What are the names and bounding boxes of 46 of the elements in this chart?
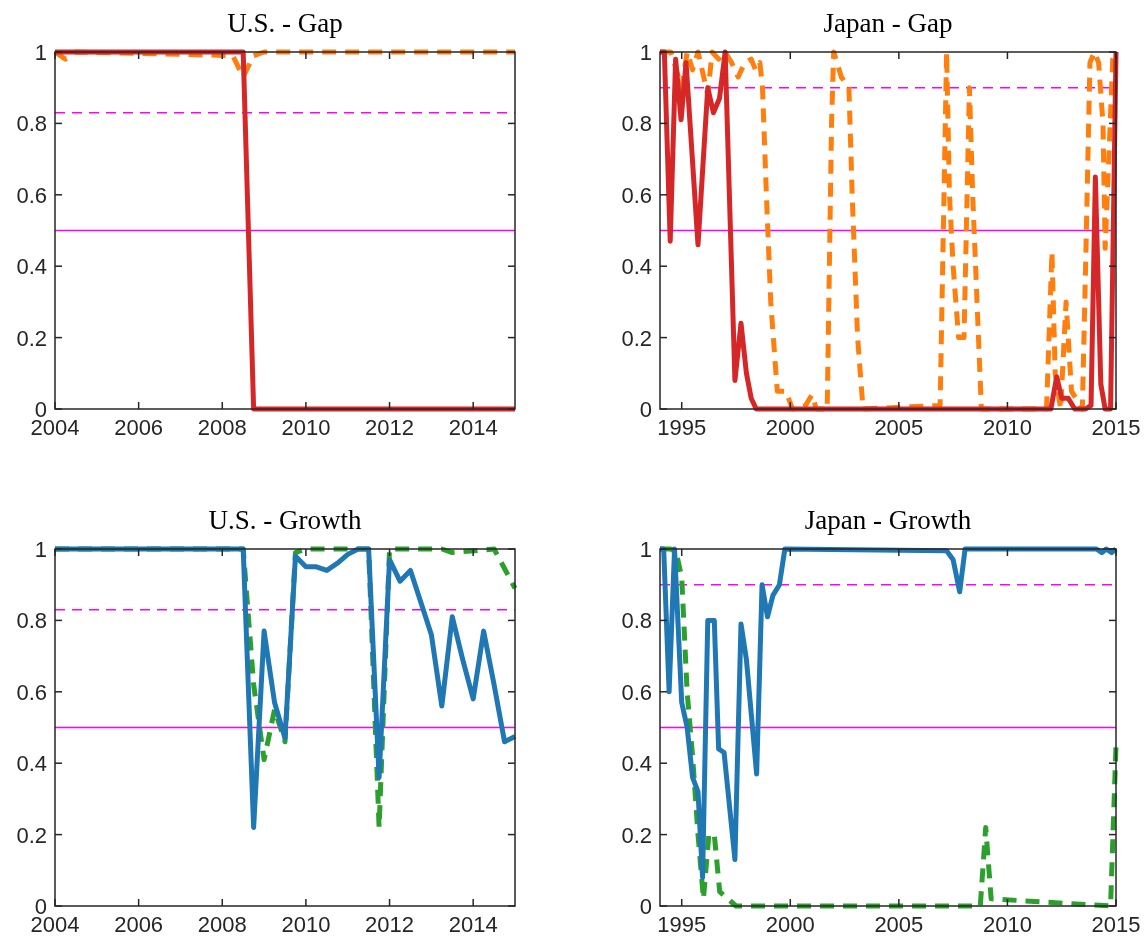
y-tick-label: 1 [34, 537, 47, 562]
x-tick-label: 2015 [1091, 415, 1141, 440]
y-tick-label: 0 [639, 894, 652, 919]
y-tick-label: 0.4 [16, 254, 47, 280]
x-tick-label: 2014 [448, 912, 498, 937]
y-tick-label: 0.4 [16, 751, 47, 777]
y-tick-label: 0.2 [16, 325, 47, 351]
x-tick-label: 1995 [657, 912, 707, 937]
y-tick-label: 0.8 [16, 608, 47, 634]
y-tick-label: 0.6 [16, 182, 47, 208]
chart-title: U.S. - Gap [227, 8, 343, 38]
x-tick-label: 2000 [765, 912, 815, 937]
y-tick-label: 0.8 [621, 111, 652, 137]
y-tick-label: 0 [639, 397, 652, 422]
x-tick-label: 2010 [281, 415, 331, 440]
y-tick-label: 1 [639, 537, 652, 562]
x-tick-label: 2008 [197, 415, 247, 440]
y-tick-label: 1 [639, 40, 652, 65]
chart-title: U.S. - Growth [208, 505, 362, 535]
x-tick-label: 2000 [765, 415, 815, 440]
x-tick-label: 2006 [114, 415, 164, 440]
x-tick-label: 2014 [448, 415, 498, 440]
y-tick-label: 1 [34, 40, 47, 65]
x-tick-label: 2010 [281, 912, 331, 937]
x-tick-label: 2008 [197, 912, 247, 937]
x-tick-label: 2012 [365, 912, 415, 937]
x-tick-label: 1995 [657, 415, 707, 440]
x-tick-label: 2006 [114, 912, 164, 937]
y-tick-label: 0.8 [16, 111, 47, 137]
y-tick-label: 0.6 [16, 679, 47, 705]
y-tick-label: 0.4 [621, 254, 652, 280]
y-tick-label: 0.2 [621, 822, 652, 848]
y-tick-label: 0.2 [16, 822, 47, 848]
x-tick-label: 2015 [1091, 912, 1141, 937]
x-tick-label: 2005 [874, 415, 924, 440]
y-tick-label: 0.4 [621, 751, 652, 777]
y-tick-label: 0.2 [621, 325, 652, 351]
y-tick-label: 0.6 [621, 182, 652, 208]
chart-title: Japan - Gap [823, 8, 953, 38]
x-tick-label: 2012 [365, 415, 415, 440]
chart-title: Japan - Growth [804, 505, 972, 535]
x-tick-label: 2005 [874, 912, 924, 937]
y-tick-label: 0.6 [621, 679, 652, 705]
x-tick-label: 2010 [982, 912, 1032, 937]
y-tick-label: 0.8 [621, 608, 652, 634]
x-tick-label: 2010 [982, 415, 1032, 440]
